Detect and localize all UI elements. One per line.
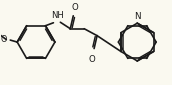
Text: O: O	[1, 35, 7, 44]
Text: N: N	[134, 12, 141, 21]
Text: O: O	[89, 54, 95, 63]
Text: NH: NH	[51, 11, 64, 20]
Text: O: O	[72, 3, 79, 12]
